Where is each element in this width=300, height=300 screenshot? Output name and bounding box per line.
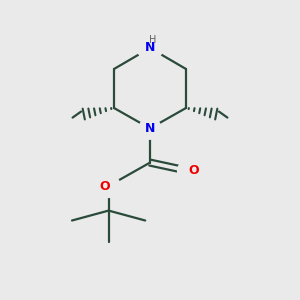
Text: O: O (99, 179, 110, 193)
Circle shape (97, 175, 120, 197)
Circle shape (178, 160, 200, 182)
Text: H: H (149, 34, 157, 45)
Circle shape (139, 118, 161, 139)
Text: N: N (145, 41, 155, 54)
Text: N: N (145, 122, 155, 135)
Text: O: O (188, 164, 199, 178)
Circle shape (137, 35, 163, 61)
